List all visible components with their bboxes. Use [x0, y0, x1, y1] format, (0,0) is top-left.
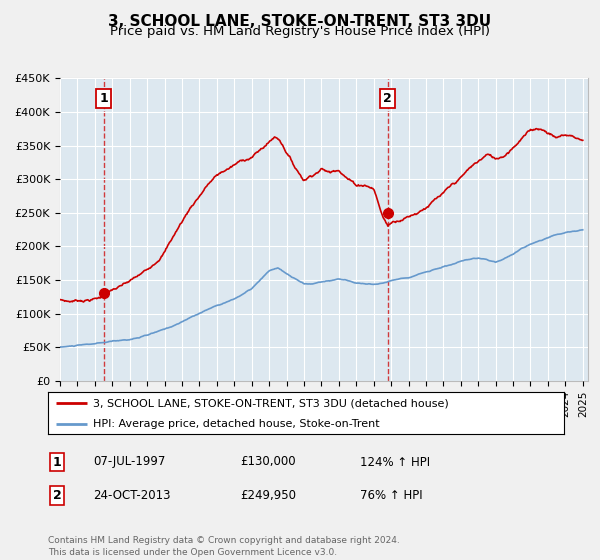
- Text: 3, SCHOOL LANE, STOKE-ON-TRENT, ST3 3DU: 3, SCHOOL LANE, STOKE-ON-TRENT, ST3 3DU: [109, 14, 491, 29]
- Text: £249,950: £249,950: [240, 489, 296, 502]
- Text: HPI: Average price, detached house, Stoke-on-Trent: HPI: Average price, detached house, Stok…: [94, 419, 380, 430]
- Text: £130,000: £130,000: [240, 455, 296, 469]
- Text: Price paid vs. HM Land Registry's House Price Index (HPI): Price paid vs. HM Land Registry's House …: [110, 25, 490, 38]
- Text: 3, SCHOOL LANE, STOKE-ON-TRENT, ST3 3DU (detached house): 3, SCHOOL LANE, STOKE-ON-TRENT, ST3 3DU …: [94, 398, 449, 408]
- Text: 2: 2: [383, 92, 392, 105]
- Text: 124% ↑ HPI: 124% ↑ HPI: [360, 455, 430, 469]
- Text: 2: 2: [53, 489, 61, 502]
- Text: Contains HM Land Registry data © Crown copyright and database right 2024.
This d: Contains HM Land Registry data © Crown c…: [48, 536, 400, 557]
- Text: 1: 1: [100, 92, 108, 105]
- Text: 1: 1: [53, 455, 61, 469]
- Text: 24-OCT-2013: 24-OCT-2013: [93, 489, 170, 502]
- Text: 76% ↑ HPI: 76% ↑ HPI: [360, 489, 422, 502]
- Text: 07-JUL-1997: 07-JUL-1997: [93, 455, 166, 469]
